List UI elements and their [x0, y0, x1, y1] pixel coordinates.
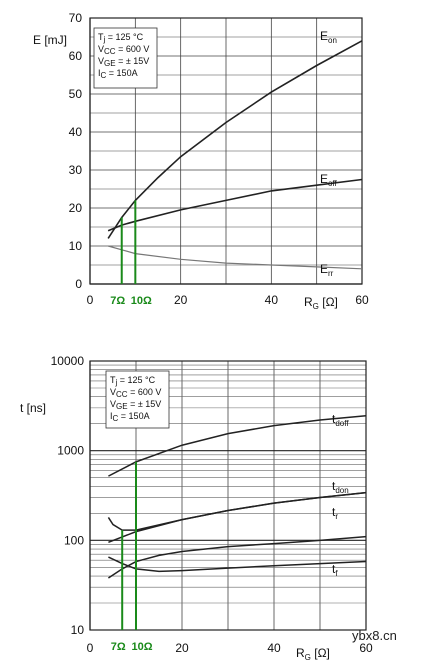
- x-tick-label: 40: [267, 641, 281, 655]
- energy-x-label: RG [Ω]: [304, 295, 338, 311]
- svg-text:tdon: tdon: [332, 479, 349, 495]
- svg-text:tr: tr: [332, 505, 338, 521]
- marker-label: 7Ω: [110, 295, 125, 307]
- energy-y-label: E [mJ]: [33, 33, 67, 47]
- series-tdon: [108, 491, 367, 544]
- y-tick-label: 1000: [57, 444, 84, 458]
- x-tick-label: 20: [174, 293, 188, 307]
- energy-legend-labels: Eon Eoff Err: [320, 29, 338, 278]
- series-tf: [107, 535, 367, 579]
- y-tick-label: 10: [69, 239, 83, 253]
- svg-text:VGE = ± 15V: VGE = ± 15V: [110, 399, 161, 411]
- x-tick-label: 0: [87, 293, 94, 307]
- svg-text:VCC = 600 V: VCC = 600 V: [110, 387, 161, 399]
- y-tick-label: 70: [69, 11, 83, 25]
- svg-text:RG [Ω]: RG [Ω]: [304, 295, 338, 311]
- y-tick-label: 100: [64, 533, 84, 547]
- series-eoff: [107, 178, 363, 232]
- time-markers: 7Ω 10Ω: [111, 461, 153, 653]
- plot-frame: [89, 360, 367, 631]
- series-tf2: [108, 556, 367, 573]
- y-tick-label: 30: [69, 163, 83, 177]
- svg-text:Eoff: Eoff: [320, 172, 338, 188]
- svg-text:tdoff: tdoff: [332, 412, 349, 428]
- svg-text:VCC = 600 V: VCC = 600 V: [98, 44, 149, 56]
- marker-label: 10Ω: [131, 641, 152, 653]
- svg-text:Tj = 125 °C: Tj = 125 °C: [98, 32, 144, 44]
- time-y-label: t [ns]: [20, 401, 46, 415]
- x-tick-label: 40: [265, 293, 279, 307]
- svg-text:Tj = 125 °C: Tj = 125 °C: [110, 375, 156, 387]
- marker-label: 10Ω: [131, 295, 152, 307]
- x-tick-label: 0: [87, 641, 94, 655]
- y-tick-label: 0: [75, 277, 82, 291]
- svg-text:VGE = ± 15V: VGE = ± 15V: [98, 56, 149, 68]
- y-tick-label: 10: [71, 623, 85, 637]
- svg-text:RG [Ω]: RG [Ω]: [296, 646, 330, 662]
- plot-frame: [89, 17, 363, 285]
- time-x-label: RG [Ω]: [296, 646, 330, 662]
- y-tick-label: 20: [69, 201, 83, 215]
- y-tick-label: 10000: [51, 354, 85, 368]
- energy-chart: 7Ω 10Ω 0 10 20 30 40 50 60 70 20 40 60 0 E [mJ] RG […: [33, 11, 369, 311]
- svg-text:Eon: Eon: [320, 29, 337, 45]
- energy-markers: 7Ω 10Ω: [110, 200, 152, 307]
- watermark: ybx8.cn: [352, 628, 397, 643]
- time-conditions-box: Tj = 125 °C VCC = 600 V VGE = ± 15V IC =…: [105, 370, 170, 429]
- svg-text:IC = 150A: IC = 150A: [110, 411, 150, 423]
- series-eon: [107, 40, 363, 239]
- y-tick-label: 60: [69, 49, 83, 63]
- time-ticks: 10 100 1000 10000 0 20 40 60: [51, 354, 373, 655]
- x-tick-label: 20: [175, 641, 189, 655]
- svg-text:IC = 150A: IC = 150A: [98, 68, 138, 80]
- svg-text:tf: tf: [332, 562, 338, 578]
- energy-series: [107, 40, 363, 270]
- x-tick-label: 60: [355, 293, 369, 307]
- y-tick-label: 40: [69, 125, 83, 139]
- y-tick-label: 50: [69, 87, 83, 101]
- x-tick-label: 60: [359, 641, 373, 655]
- series-tr: [107, 491, 367, 531]
- time-chart: 7Ω 10Ω 10 100 1000 10000 0 20 40 60 t [ns] RG [Ω…: [20, 354, 373, 662]
- svg-text:Err: Err: [320, 262, 334, 278]
- marker-label: 7Ω: [111, 641, 126, 653]
- time-series: [107, 415, 367, 579]
- series-err: [107, 245, 363, 270]
- energy-conditions-box: Tj = 125 °C VCC = 600 V VGE = ± 15V IC =…: [93, 27, 158, 89]
- energy-ticks: 0 10 20 30 40 50 60 70 20 40 60 0: [69, 11, 369, 307]
